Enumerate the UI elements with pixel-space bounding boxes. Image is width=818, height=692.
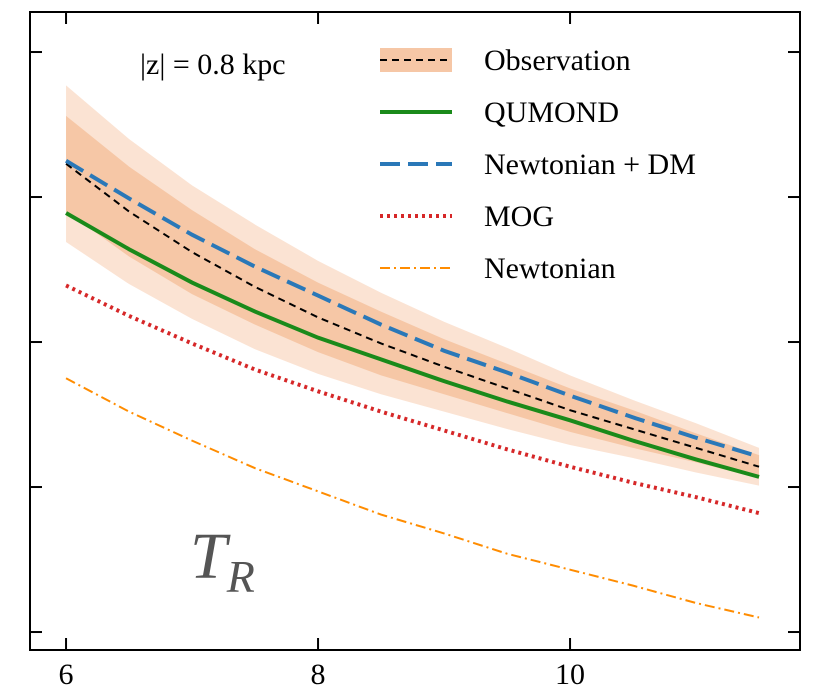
- band: [66, 115, 760, 479]
- series-line: [65, 377, 760, 619]
- legend-label: Newtonian: [484, 252, 616, 285]
- series-line: [65, 211, 760, 479]
- series-line: [65, 159, 760, 459]
- band: [66, 85, 760, 486]
- panel-label-main: T: [190, 520, 231, 593]
- legend-label: Newtonian + DM: [484, 148, 696, 181]
- panel-label-sub: R: [226, 551, 255, 602]
- plot: [65, 85, 760, 619]
- legend-label: MOG: [484, 200, 554, 233]
- series-line: [65, 283, 760, 516]
- series-line: [65, 162, 760, 468]
- panel-label: TR: [190, 520, 255, 602]
- legend-label: QUMOND: [484, 96, 619, 129]
- annotation: |z| = 0.8 kpc: [140, 48, 286, 81]
- x-tick-label: 10: [555, 658, 585, 691]
- legend-label: Observation: [484, 44, 631, 77]
- x-tick-label: 6: [59, 658, 74, 691]
- x-tick-label: 8: [311, 658, 326, 691]
- plot-frame: [29, 11, 801, 651]
